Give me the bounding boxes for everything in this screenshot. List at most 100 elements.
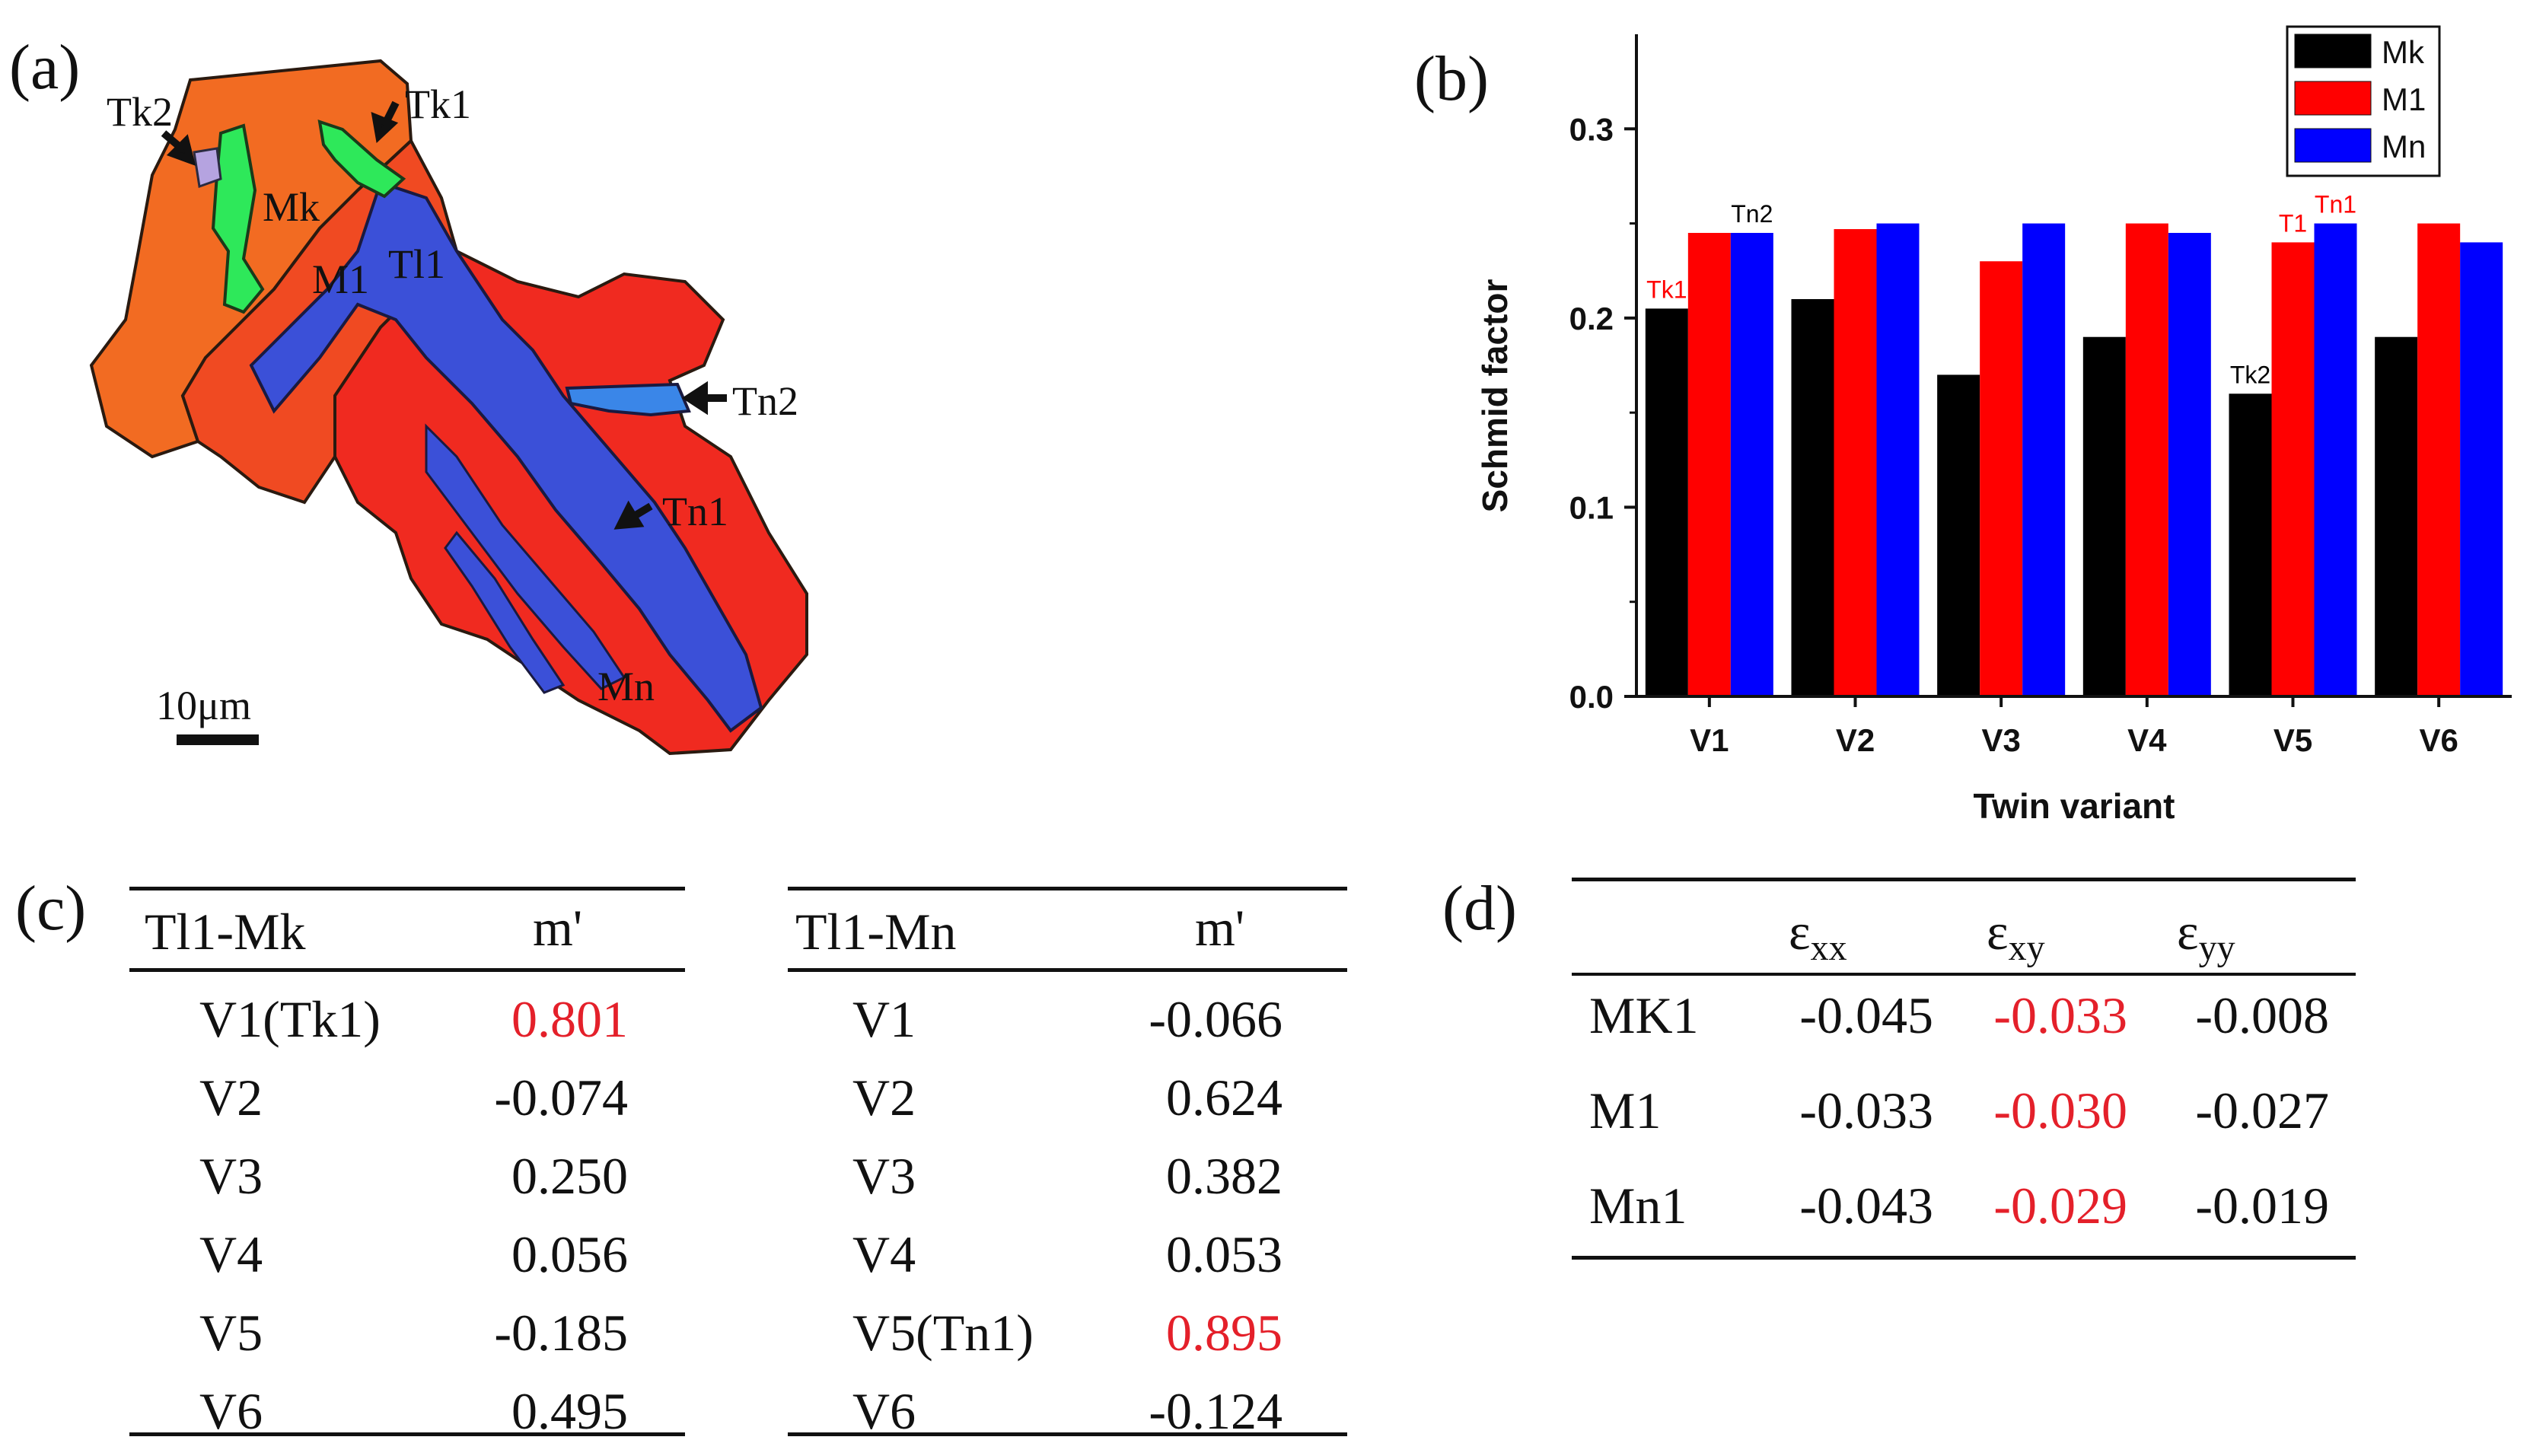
annotation-tk1: Tk1	[1646, 276, 1687, 303]
legend-swatch-mk	[2294, 33, 2372, 68]
y-tick-label: 0.0	[1569, 679, 1614, 715]
schmid-factor-chart: V1 V2 V3 V4 V5 V6 0.0 0.1 0.2 0.3 Twin variant Schm…	[1475, 25, 2512, 826]
bar-mk-v2	[1791, 299, 1834, 696]
table-c1-row-value: -0.074	[494, 1069, 628, 1126]
twin-band-2	[425, 423, 626, 690]
panel-label-c: (c)	[15, 873, 87, 944]
scale-bar-label: 10μm	[156, 683, 251, 728]
twin-tk1	[317, 119, 406, 199]
table-c1-row-variant: V3	[199, 1147, 263, 1205]
panel-label-a: (a)	[9, 32, 81, 103]
y-tick-label: 0.1	[1569, 489, 1614, 525]
bar-m1-v1	[1687, 233, 1731, 696]
table-c2-row-value: 0.895	[1166, 1304, 1283, 1362]
bar-m1-v6	[2417, 223, 2461, 697]
table-c1-row-variant: V4	[199, 1225, 263, 1283]
table-d-cell-xx: -0.043	[1799, 1177, 1933, 1235]
x-axis-label: Twin variant	[1974, 786, 2175, 826]
table-d-cell-xy: -0.029	[1993, 1177, 2127, 1235]
annotation-tn1: Tn1	[2315, 191, 2356, 218]
x-tick-label: V5	[2273, 722, 2312, 758]
ebsd-map: Tk2 Tk1 Mk M1 Tl1 Tn2 Tn1 Mn 10μm	[89, 59, 808, 756]
arrows	[161, 100, 727, 530]
label-tn2: Tn2	[732, 378, 798, 424]
table-d-cell-name: MK1	[1589, 986, 1699, 1044]
bar-mk-v1	[1645, 308, 1688, 696]
table-c2-row-variant: V6	[852, 1382, 916, 1440]
table-c1-row-variant: V1(Tk1)	[199, 990, 381, 1048]
panel-label-b: (b)	[1414, 43, 1489, 114]
table-c2-row-value: -0.124	[1149, 1382, 1283, 1440]
table-c1-row-variant: V6	[199, 1382, 263, 1440]
label-mk: Mk	[263, 184, 320, 230]
bar-mn-v4	[2168, 233, 2211, 696]
table-c1-row-variant: V5	[199, 1304, 263, 1362]
table-c2-row-variant: V5(Tn1)	[852, 1304, 1034, 1362]
label-tn1: Tn1	[662, 489, 728, 534]
twin-band-3	[444, 530, 566, 694]
legend-label-mk: Mk	[2382, 34, 2425, 70]
table-d-header-yy: εyy	[2177, 903, 2235, 968]
x-tick-label: V6	[2419, 722, 2458, 758]
table-c1-row-value: -0.185	[494, 1304, 628, 1362]
bar-m1-v3	[1980, 261, 2023, 696]
table-c1-row-value: 0.056	[511, 1225, 628, 1283]
x-tick-label: V4	[2127, 722, 2167, 758]
x-tick-label: V3	[1981, 722, 2020, 758]
table-d-header-xx: εxx	[1789, 903, 1847, 968]
y-tick-label: 0.2	[1569, 301, 1614, 336]
table-d-cell-xx: -0.033	[1799, 1082, 1933, 1139]
table-c1-row-variant: V2	[199, 1069, 263, 1126]
twin-tn2	[565, 382, 691, 417]
table-c1-header-0: Tl1-Mk	[145, 903, 306, 961]
y-tick-label: 0.3	[1569, 111, 1614, 147]
bar-mk-v5	[2229, 393, 2272, 696]
bar-mk-v6	[2375, 336, 2418, 696]
annotation-t1: T1	[2279, 209, 2307, 237]
table-c2-row-variant: V1	[852, 990, 916, 1048]
table-c2-row-value: -0.066	[1149, 990, 1283, 1048]
legend-swatch-mn	[2294, 128, 2372, 163]
table-d-header-xy: εxy	[1987, 903, 2045, 968]
scale-bar	[177, 734, 259, 745]
annotation-tn2: Tn2	[1731, 200, 1773, 228]
table-d-cell-xy: -0.033	[1993, 986, 2127, 1044]
table-c1-row-value: 0.495	[511, 1382, 628, 1440]
table-c2-row-value: 0.053	[1166, 1225, 1283, 1283]
table-c2-row-variant: V2	[852, 1069, 916, 1126]
panel-label-d: (d)	[1442, 873, 1517, 944]
twin-mk-green	[211, 123, 265, 314]
label-tl1: Tl1	[388, 241, 445, 287]
table-c1-row-value: 0.250	[511, 1147, 628, 1205]
table-d-cell-yy: -0.027	[2195, 1082, 2329, 1139]
bar-m1-v4	[2125, 223, 2168, 697]
label-tk2: Tk2	[107, 89, 173, 135]
x-tick-label: V2	[1836, 722, 1875, 758]
legend-label-mn: Mn	[2382, 129, 2426, 164]
table-c1-row-value: 0.801	[511, 990, 628, 1048]
bar-mn-v2	[1876, 223, 1920, 697]
bar-mn-v6	[2460, 242, 2503, 696]
bar-mk-v4	[2082, 336, 2126, 696]
legend-swatch-m1	[2294, 81, 2372, 116]
y-axis-label: Schmid factor	[1475, 279, 1515, 513]
twin-tl1	[249, 180, 763, 733]
bar-mk-v3	[1937, 374, 1980, 696]
table-c2-header-1: m'	[1195, 899, 1245, 957]
bar-m1-v5	[2271, 242, 2315, 696]
table-c2-row-value: 0.624	[1166, 1069, 1283, 1126]
legend-label-m1: M1	[2382, 81, 2426, 117]
table-c2-header-0: Tl1-Mn	[795, 903, 957, 961]
table-d-cell-yy: -0.019	[2195, 1177, 2329, 1235]
table-c2-row-variant: V4	[852, 1225, 916, 1283]
bar-m1-v2	[1834, 229, 1877, 696]
x-tick-label: V1	[1690, 722, 1729, 758]
table-d-cell-xy: -0.030	[1993, 1082, 2127, 1139]
table-d-cell-xx: -0.045	[1799, 986, 1933, 1044]
label-tk1: Tk1	[405, 81, 471, 127]
label-m1: M1	[312, 256, 369, 302]
label-mn: Mn	[597, 664, 655, 709]
bar-mn-v5	[2314, 223, 2357, 697]
twin-tk2	[193, 147, 222, 189]
bar-mn-v3	[2022, 223, 2066, 697]
